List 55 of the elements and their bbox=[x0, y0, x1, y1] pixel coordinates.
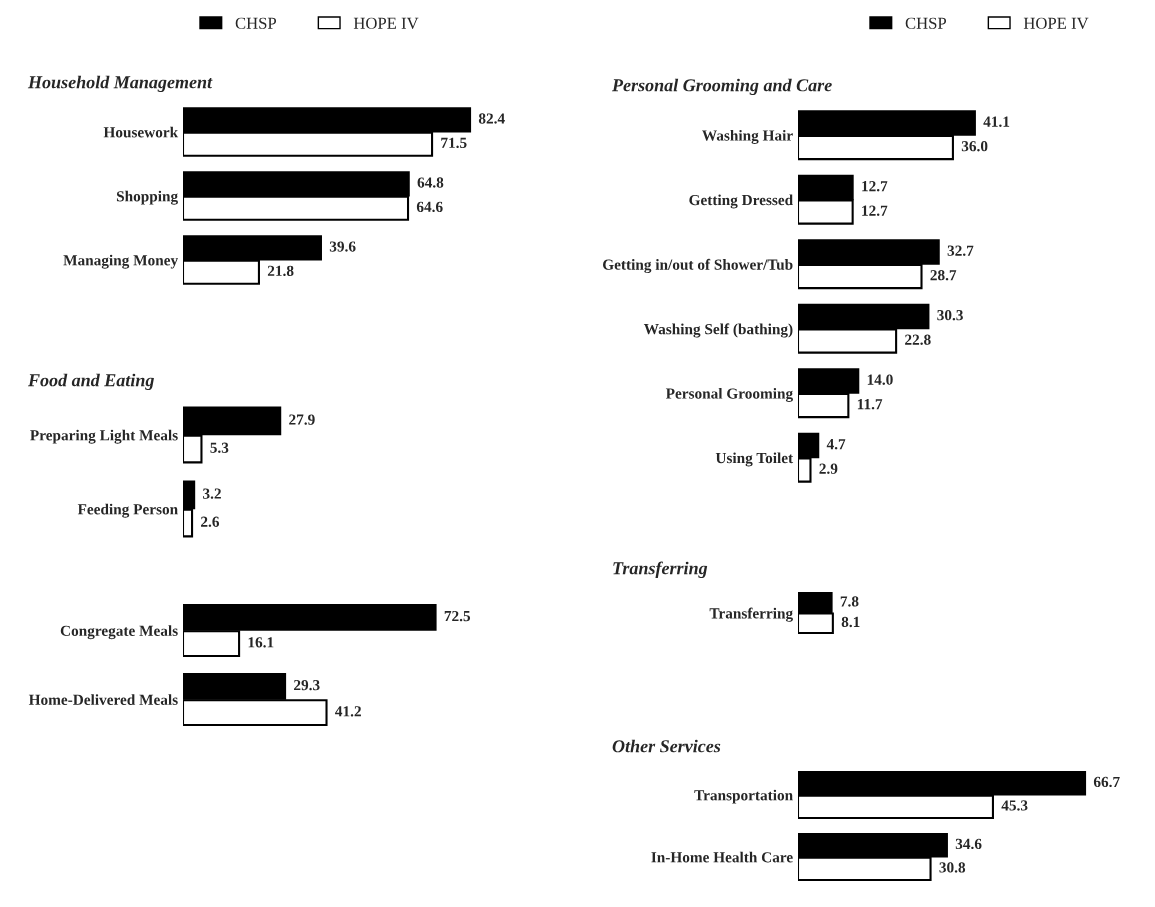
y-tick-label: Washing Hair bbox=[702, 129, 793, 144]
y-tick-label: Getting Dressed bbox=[689, 194, 793, 209]
y-tick-label: Getting in/out of Shower/Tub bbox=[603, 258, 793, 273]
data-label: 21.8 bbox=[267, 265, 294, 277]
data-label: 41.1 bbox=[983, 116, 1010, 127]
data-label: 66.7 bbox=[1093, 776, 1120, 788]
data-label: 12.7 bbox=[862, 205, 888, 216]
data-label: 5.3 bbox=[210, 442, 229, 453]
data-label: 14.0 bbox=[867, 374, 893, 385]
y-tick-label: In-Home Health Care bbox=[651, 851, 793, 863]
data-label: 39.6 bbox=[329, 241, 356, 252]
data-label: 34.6 bbox=[955, 838, 982, 850]
y-tick-label: Using Toilet bbox=[715, 452, 794, 467]
data-label: 72.5 bbox=[444, 610, 471, 622]
data-label: 8.1 bbox=[841, 616, 860, 628]
legend-label: HOPE IV bbox=[1023, 17, 1089, 29]
data-label: 71.5 bbox=[441, 137, 467, 149]
y-tick-label: Personal Grooming bbox=[665, 387, 793, 402]
data-label: 29.3 bbox=[294, 679, 320, 691]
legend-label: HOPE IV bbox=[353, 17, 419, 29]
data-label: 30.3 bbox=[937, 310, 963, 321]
y-tick-label: Transportation bbox=[694, 789, 793, 804]
data-label: 64.6 bbox=[416, 201, 443, 213]
data-label: 2.9 bbox=[819, 463, 838, 474]
legend-label: CHSP bbox=[235, 17, 277, 29]
y-tick-label: Washing Self (bathing) bbox=[643, 323, 793, 338]
data-label: 82.4 bbox=[478, 113, 505, 124]
y-tick-label: Feeding Person bbox=[77, 503, 178, 518]
y-tick-label: Shopping bbox=[116, 190, 178, 205]
data-label: 45.3 bbox=[1001, 800, 1028, 811]
chart-title: Household Management bbox=[27, 75, 213, 92]
data-label: 4.7 bbox=[826, 439, 846, 450]
y-tick-label: Preparing Light Meals bbox=[30, 429, 178, 444]
data-label: 11.7 bbox=[857, 399, 883, 410]
data-label: 3.2 bbox=[203, 488, 221, 499]
data-label: 28.7 bbox=[930, 270, 957, 281]
data-label: 12.7 bbox=[862, 181, 888, 192]
data-label: 22.8 bbox=[905, 334, 931, 345]
data-label: 36.0 bbox=[961, 141, 988, 152]
chart-title: Other Services bbox=[612, 739, 721, 753]
chart-title: Food and Eating bbox=[27, 373, 154, 390]
data-label: 16.1 bbox=[248, 637, 274, 648]
y-tick-label: Home-Delivered Meals bbox=[28, 694, 178, 705]
data-label: 27.9 bbox=[289, 414, 315, 425]
y-tick-label: Managing Money bbox=[63, 254, 178, 269]
data-label: 64.8 bbox=[417, 177, 444, 188]
data-label: 2.6 bbox=[201, 516, 220, 527]
y-tick-label: Congregate Meals bbox=[60, 625, 178, 640]
data-label: 41.2 bbox=[335, 706, 361, 717]
data-label: 7.8 bbox=[840, 596, 859, 607]
data-label: 32.7 bbox=[947, 245, 974, 256]
chart-title: Personal Grooming and Care bbox=[611, 78, 832, 95]
legend-label: CHSP bbox=[905, 17, 947, 29]
y-tick-label: Housework bbox=[103, 126, 179, 138]
data-label: 30.8 bbox=[939, 862, 966, 873]
